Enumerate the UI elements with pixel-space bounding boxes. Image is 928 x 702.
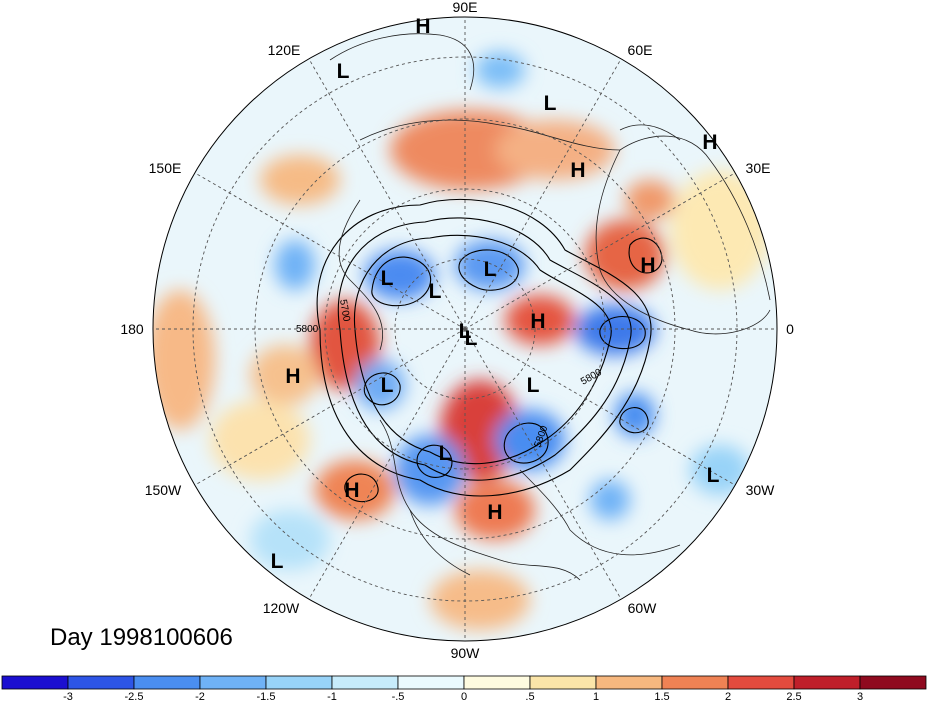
colorbar-tick-label: 0 <box>461 691 467 702</box>
lon-label-30e: 30E <box>746 160 771 176</box>
lon-label-150e: 150E <box>149 160 182 176</box>
high-center-marker: H <box>702 131 717 154</box>
graticule <box>153 17 777 641</box>
height-contours <box>316 198 663 503</box>
colorbar-tick-label: .5 <box>525 691 534 702</box>
low-center-marker: L <box>429 280 442 303</box>
low-center-marker: L <box>484 258 497 281</box>
lon-label-120e: 120E <box>268 42 301 58</box>
colorbar-swatch <box>661 675 729 690</box>
lon-label-60w: 60W <box>628 600 658 616</box>
map-boundary <box>152 16 778 642</box>
colorbar-swatch <box>133 675 201 690</box>
low-center-marker: L <box>381 374 394 397</box>
lon-label-150w: 150W <box>145 482 182 498</box>
colorbar-tick-label: 2.5 <box>786 691 801 702</box>
low-center-marker: L <box>381 267 394 290</box>
high-center-marker: H <box>640 254 655 277</box>
pressure-centers: L L H H H L L L L H L H L L L L H H L H <box>271 15 720 573</box>
colorbar-swatch <box>595 675 663 690</box>
low-center-marker: L <box>544 92 557 115</box>
lon-label-180: 180 <box>120 321 144 337</box>
colorbar-swatch <box>265 675 333 690</box>
lon-label-30w: 30W <box>746 482 776 498</box>
colorbar-swatch <box>331 675 399 690</box>
low-center-marker: L <box>459 320 472 343</box>
lon-label-0: 0 <box>786 321 794 337</box>
colorbar-swatch <box>793 675 861 690</box>
low-center-marker: L <box>465 327 478 350</box>
coastlines <box>329 33 771 581</box>
colorbar-tick-label: -1 <box>327 691 337 702</box>
colorbar-swatch <box>463 675 531 690</box>
day-label: Day 1998100606 <box>50 624 233 651</box>
colorbar-tick-label: -3 <box>63 691 73 702</box>
high-center-marker: H <box>570 159 585 182</box>
contour-label: 5800 <box>296 324 319 335</box>
high-center-marker: H <box>487 501 502 524</box>
colorbar: -3 -2.5 -2 -1.5 -1 -.5 0 .5 1 1.5 2 2.5 3 <box>1 675 927 702</box>
lon-label-90e: 90E <box>453 0 478 15</box>
lon-label-60e: 60E <box>628 42 653 58</box>
colorbar-swatch <box>67 675 135 690</box>
colorbar-swatch <box>397 675 465 690</box>
colorbar-swatch <box>859 675 927 690</box>
colorbar-tick-label: 1.5 <box>654 691 669 702</box>
colorbar-tick-label: -.5 <box>392 691 405 702</box>
lon-label-120w: 120W <box>263 600 300 616</box>
colorbar-tick-label: 2 <box>725 691 731 702</box>
contour-label: 5700 <box>337 299 352 323</box>
low-center-marker: L <box>707 464 720 487</box>
low-center-marker: L <box>337 60 350 83</box>
high-center-marker: H <box>530 310 545 333</box>
high-center-marker: H <box>344 479 359 502</box>
colorbar-tick-label: -1.5 <box>257 691 276 702</box>
low-center-marker: L <box>271 550 284 573</box>
colorbar-swatch <box>199 675 267 690</box>
high-center-marker: H <box>285 365 300 388</box>
low-center-marker: L <box>439 442 452 465</box>
colorbar-swatch <box>529 675 597 690</box>
colorbar-swatch <box>1 675 69 690</box>
lon-label-90w: 90W <box>451 645 481 661</box>
colorbar-swatch <box>727 675 795 690</box>
low-center-marker: L <box>527 374 540 397</box>
colorbar-tick-label: 1 <box>593 691 599 702</box>
colorbar-tick-label: 3 <box>857 691 863 702</box>
colorbar-tick-label: -2.5 <box>125 691 144 702</box>
colorbar-tick-label: -2 <box>195 691 205 702</box>
high-center-marker: H <box>415 15 430 38</box>
longitude-labels: 90E 60E 30E 0 30W 60W 90W 120W 150W 180 … <box>120 0 794 661</box>
